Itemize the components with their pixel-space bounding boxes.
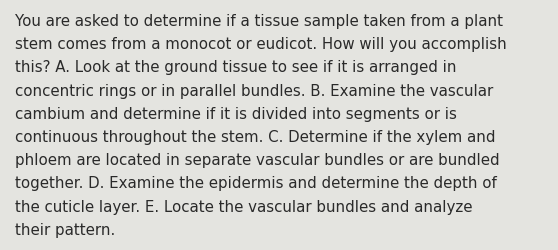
Text: continuous throughout the stem. C. Determine if the xylem and: continuous throughout the stem. C. Deter… [15, 130, 496, 144]
Text: this? A. Look at the ground tissue to see if it is arranged in: this? A. Look at the ground tissue to se… [15, 60, 456, 75]
Text: cambium and determine if it is divided into segments or is: cambium and determine if it is divided i… [15, 106, 457, 121]
Text: the cuticle layer. E. Locate the vascular bundles and analyze: the cuticle layer. E. Locate the vascula… [15, 199, 473, 214]
Text: phloem are located in separate vascular bundles or are bundled: phloem are located in separate vascular … [15, 152, 499, 168]
Text: You are asked to determine if a tissue sample taken from a plant: You are asked to determine if a tissue s… [15, 14, 503, 29]
Text: together. D. Examine the epidermis and determine the depth of: together. D. Examine the epidermis and d… [15, 176, 497, 191]
Text: stem comes from a monocot or eudicot. How will you accomplish: stem comes from a monocot or eudicot. Ho… [15, 37, 507, 52]
Text: their pattern.: their pattern. [15, 222, 116, 237]
Text: concentric rings or in parallel bundles. B. Examine the vascular: concentric rings or in parallel bundles.… [15, 83, 493, 98]
